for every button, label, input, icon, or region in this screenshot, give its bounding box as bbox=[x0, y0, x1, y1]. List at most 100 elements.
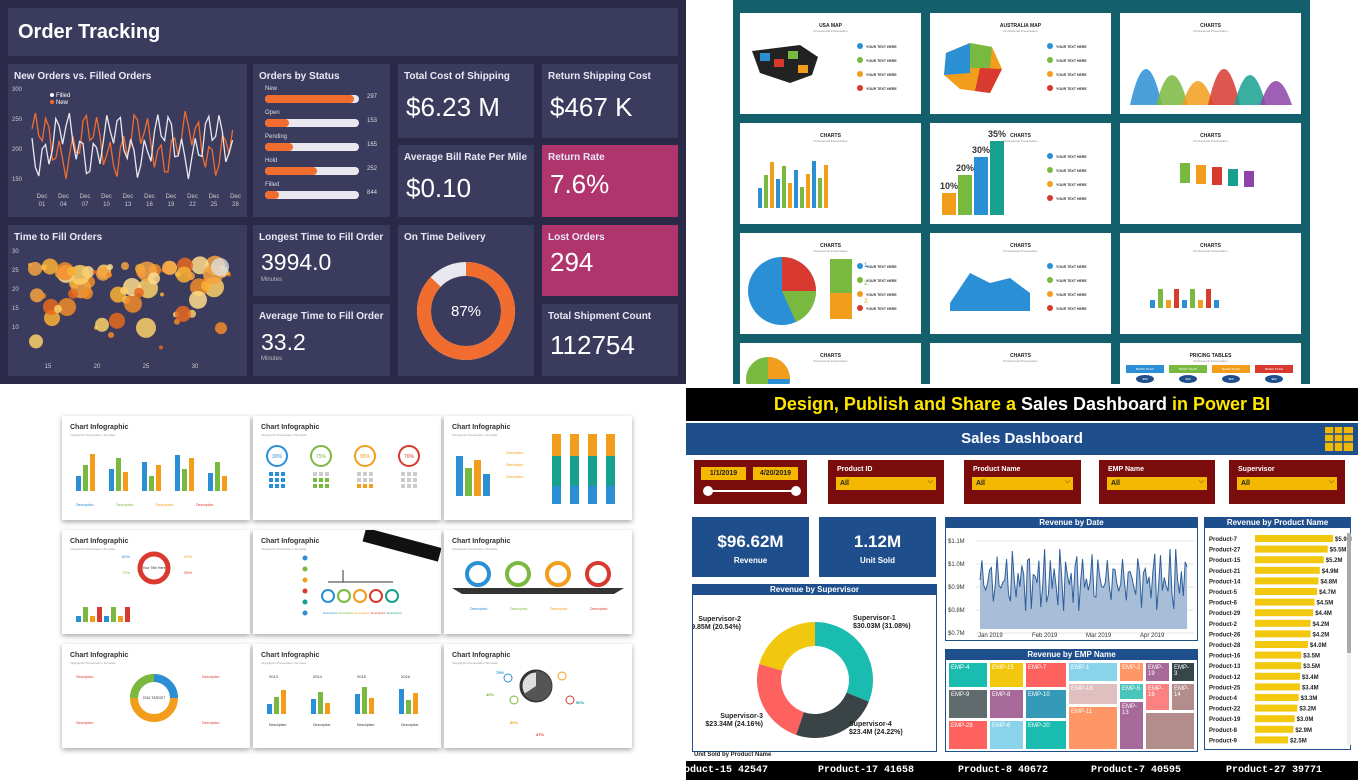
description-label: Description bbox=[470, 607, 488, 611]
revenue-by-product-chart[interactable]: Revenue by Product Name Product-7 $5.9M Pr… bbox=[1204, 517, 1352, 750]
treemap-cell[interactable]: EMP-3 bbox=[1171, 662, 1195, 682]
infographic-card[interactable]: Chart Infographic Infographic Presentatio… bbox=[62, 644, 250, 748]
slider-handle-end[interactable] bbox=[791, 486, 801, 496]
treemap-cell[interactable]: EMP-28 bbox=[948, 720, 988, 750]
infographic-card[interactable]: Chart Infographic Infographic Presentatio… bbox=[444, 416, 632, 520]
slicer-dropdown[interactable]: All bbox=[1237, 477, 1337, 490]
treemap-cell[interactable]: EMP-1 bbox=[1068, 662, 1118, 682]
treemap-cell[interactable]: EMP-4 bbox=[948, 662, 988, 688]
slicer-dropdown[interactable]: All bbox=[972, 477, 1073, 490]
treemap-cell[interactable]: EMP-7 bbox=[1025, 662, 1067, 688]
slide-thumbnail[interactable]: CHARTS Professional Presentation bbox=[740, 343, 921, 384]
slicer-emp-name[interactable]: EMP Name All ⌵ bbox=[1099, 460, 1215, 504]
treemap-cell[interactable]: EMP-14 bbox=[1171, 683, 1195, 711]
bar bbox=[474, 460, 481, 496]
average-bill-rate-card[interactable]: Average Bill Rate Per Mile $0.10 bbox=[398, 145, 534, 217]
time-to-fill-chart[interactable]: Time to Fill Orders 30 25 20 15 10 15 20 25 30 bbox=[8, 225, 247, 376]
slide-thumbnail[interactable]: CHARTS Professional Presentation bbox=[740, 123, 921, 224]
slicer-product-name[interactable]: Product Name All ⌵ bbox=[964, 460, 1081, 504]
grid-cell bbox=[325, 484, 329, 488]
list-bullet bbox=[857, 291, 863, 297]
slice-name: Supervisor-3 bbox=[720, 713, 763, 720]
bar bbox=[1182, 300, 1187, 308]
slide-thumbnail[interactable]: CHARTS Professional Presentation bbox=[1120, 13, 1301, 114]
slice-label: $23.4M (24.22%) bbox=[849, 729, 903, 736]
x-tick-month: Dec bbox=[101, 194, 112, 200]
infographic-card[interactable]: Chart Infographic Infographic Presentatio… bbox=[444, 530, 632, 634]
treemap-cell[interactable]: EMP-19 bbox=[1145, 662, 1170, 682]
unit-sold-kpi-card[interactable]: 1.12M Unit Sold bbox=[819, 517, 936, 577]
slide-thumbnail[interactable]: CHARTS Professional Presentation YOUR TEXT… bbox=[930, 233, 1111, 334]
treemap-cell[interactable]: EMP-10 bbox=[1025, 689, 1067, 719]
slide-thumbnail[interactable]: CHARTS Professional Presentation bbox=[930, 343, 1111, 384]
revenue-by-emp-treemap[interactable]: Revenue by EMP Name EMP-4 EMP-15 EMP-7 EMP-… bbox=[945, 649, 1198, 752]
bubble bbox=[42, 258, 58, 275]
infographic-card[interactable]: Chart Infographic Infographic Presentatio… bbox=[253, 527, 442, 634]
kpi-value: $96.62M bbox=[717, 532, 784, 551]
y-tick-label: 10 bbox=[12, 325, 19, 331]
orders-by-status-chart[interactable]: Orders by Status New 297 Open 153 Pending 165… bbox=[253, 64, 390, 217]
revenue-by-supervisor-chart[interactable]: Revenue by Supervisor Supervisor-1 $30.03… bbox=[692, 584, 937, 752]
total-shipment-card[interactable]: Total Shipment Count 112754 bbox=[542, 304, 678, 376]
bar bbox=[83, 607, 88, 622]
chevron-down-icon[interactable]: ⌵ bbox=[1064, 478, 1070, 485]
longest-time-card[interactable]: Longest Time to Fill Order 3994.0 Minute… bbox=[253, 225, 390, 296]
treemap-cell[interactable]: EMP-20 bbox=[1025, 720, 1067, 750]
bar bbox=[1166, 300, 1171, 308]
slicer-supervisor[interactable]: Supervisor All ⌵ bbox=[1229, 460, 1345, 504]
list-item: YOUR TEXT HERE bbox=[866, 59, 897, 63]
slicer-dropdown[interactable]: All bbox=[836, 477, 936, 490]
grid-cell bbox=[357, 472, 361, 476]
bubble bbox=[28, 261, 42, 276]
infographic-card[interactable]: Chart Infographic Infographic Presentatio… bbox=[253, 416, 441, 520]
grid-cell bbox=[401, 484, 405, 488]
infographic-card[interactable]: Chart Infographic Infographic Presentatio… bbox=[444, 644, 632, 748]
date-to-input[interactable]: 4/20/2019 bbox=[753, 467, 798, 480]
slicer-dropdown[interactable]: All bbox=[1107, 477, 1207, 490]
infographic-card[interactable]: Chart Infographic Infographic Presentatio… bbox=[62, 416, 250, 520]
treemap-cell[interactable]: EMP-5 bbox=[1119, 683, 1144, 700]
slicer-product-id[interactable]: Product ID All ⌵ bbox=[828, 460, 944, 504]
revenue-kpi-card[interactable]: $96.62M Revenue bbox=[692, 517, 809, 577]
lost-orders-card[interactable]: Lost Orders 294 bbox=[542, 225, 678, 296]
treemap-cell[interactable]: EMP-8 bbox=[989, 689, 1024, 719]
treemap-cell[interactable]: EMP-18 bbox=[1068, 683, 1118, 705]
return-rate-card[interactable]: Return Rate 7.6% bbox=[542, 145, 678, 217]
treemap-cell[interactable]: EMP-6 bbox=[989, 720, 1024, 750]
slider-handle-start[interactable] bbox=[703, 486, 713, 496]
revenue-by-date-chart[interactable]: Revenue by Date $1.1M $1.0M $0.9M $0.8M $0.7… bbox=[945, 517, 1198, 641]
slide-thumbnail[interactable]: AUSTRALIA MAP Professional Presentation YO… bbox=[930, 13, 1111, 114]
treemap-cell[interactable]: EMP-15 bbox=[989, 662, 1024, 688]
slide-thumbnail[interactable]: USA MAP Professional Presentation YOUR TEX… bbox=[740, 13, 921, 114]
card-value: 7.6% bbox=[550, 169, 610, 199]
treemap-cell[interactable]: EMP-13 bbox=[1119, 701, 1144, 750]
slide-thumbnail[interactable]: PRICING TABLES Professional Presentation B… bbox=[1120, 343, 1301, 384]
new-vs-filled-chart[interactable]: New Orders vs. Filled Orders 300 250 200 15… bbox=[8, 64, 247, 217]
treemap-cell[interactable]: EMP-11 bbox=[1068, 706, 1118, 750]
chevron-down-icon[interactable]: ⌵ bbox=[927, 478, 933, 485]
total-cost-shipping-card[interactable]: Total Cost of Shipping $6.23 M bbox=[398, 64, 534, 138]
return-shipping-cost-card[interactable]: Return Shipping Cost $467 K bbox=[542, 64, 678, 138]
slide-thumbnail[interactable]: CHARTS Professional Presentation bbox=[1120, 233, 1301, 334]
treemap-cell[interactable]: EMP-9 bbox=[948, 689, 988, 719]
average-time-card[interactable]: Average Time to Fill Order 33.2 Minutes bbox=[253, 304, 390, 376]
slide-thumbnail[interactable]: CHARTS Professional Presentation bbox=[1120, 123, 1301, 224]
infographic-card[interactable]: Chart Infographic Infographic Presentatio… bbox=[62, 530, 250, 634]
date-range-slicer[interactable]: 1/1/2019 4/20/2019 bbox=[694, 460, 807, 504]
treemap-cell[interactable]: EMP-2 bbox=[1119, 662, 1144, 682]
slide-graphic bbox=[758, 161, 828, 208]
pie-preview bbox=[746, 357, 790, 384]
chevron-down-icon[interactable]: ⌵ bbox=[1198, 478, 1204, 485]
slide-thumbnail[interactable]: CHARTS Professional Presentation 10% 20% 30%… bbox=[930, 123, 1111, 224]
chevron-down-icon[interactable]: ⌵ bbox=[1328, 478, 1334, 485]
slide-thumbnail[interactable]: CHARTS Professional Presentation 1. 2. 3. YOU… bbox=[740, 233, 921, 334]
table-icon[interactable] bbox=[1324, 426, 1354, 452]
treemap-cell[interactable]: EMP-16 bbox=[1145, 683, 1170, 711]
stack-bar bbox=[570, 486, 579, 504]
on-time-delivery-card[interactable]: On Time Delivery 87% bbox=[398, 225, 534, 376]
product-name: Product-27 bbox=[1209, 548, 1241, 554]
infographic-card[interactable]: Chart Infographic Infographic Presentatio… bbox=[253, 644, 441, 748]
grid-cell bbox=[319, 472, 323, 476]
date-from-input[interactable]: 1/1/2019 bbox=[701, 467, 746, 480]
bar bbox=[267, 704, 272, 714]
